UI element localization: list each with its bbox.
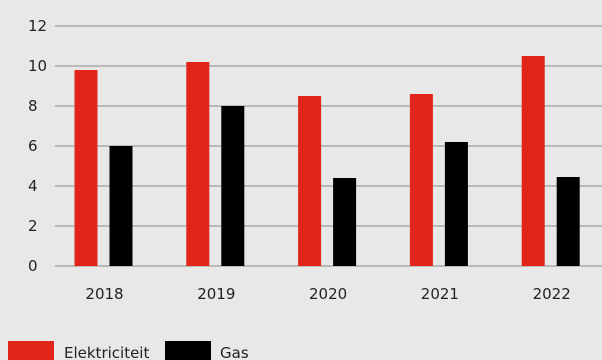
x-tick-label: 2020	[309, 285, 347, 303]
x-tick-label: 2022	[533, 285, 571, 303]
x-axis-ticks: 2018 2019 2020 2021 2022	[85, 285, 570, 303]
legend-swatch-gas	[165, 341, 211, 360]
y-tick-label: 12	[28, 17, 47, 35]
bar-gas-2018	[109, 146, 133, 266]
gridlines	[55, 25, 602, 267]
bar-elektriciteit-2021	[409, 94, 433, 266]
legend: Elektriciteit Gas	[8, 341, 249, 360]
bar-gas-2021	[444, 142, 468, 266]
y-tick-label: 8	[28, 97, 38, 115]
legend-label-elektriciteit: Elektriciteit	[64, 344, 149, 360]
y-tick-label: 2	[28, 217, 38, 235]
bars	[74, 56, 580, 266]
y-axis-ticks: 0 2 4 6 8 10 12	[28, 17, 47, 275]
bar-elektriciteit-2020	[298, 96, 322, 266]
legend-swatch-elektriciteit	[8, 341, 54, 360]
x-tick-label: 2021	[421, 285, 459, 303]
y-tick-label: 6	[28, 137, 38, 155]
bar-elektriciteit-2019	[186, 62, 210, 266]
bar-gas-2019	[221, 106, 245, 266]
bar-elektriciteit-2018	[74, 70, 98, 266]
x-tick-label: 2018	[85, 285, 123, 303]
legend-label-gas: Gas	[220, 344, 249, 360]
x-tick-label: 2019	[197, 285, 235, 303]
bar-gas-2020	[333, 178, 357, 266]
y-tick-label: 4	[28, 177, 38, 195]
y-tick-label: 10	[28, 57, 47, 75]
y-tick-label: 0	[28, 257, 38, 275]
bar-gas-2022	[556, 177, 580, 266]
bar-elektriciteit-2022	[521, 56, 545, 266]
